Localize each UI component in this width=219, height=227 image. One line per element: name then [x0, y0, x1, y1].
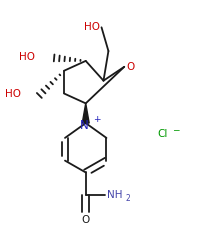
- Polygon shape: [82, 104, 89, 123]
- Text: N: N: [80, 118, 89, 131]
- Text: Cl: Cl: [158, 128, 168, 138]
- Text: HO: HO: [83, 22, 100, 32]
- Text: HO: HO: [5, 89, 21, 99]
- Text: +: +: [93, 114, 100, 123]
- Text: HO: HO: [19, 52, 35, 62]
- Text: NH: NH: [108, 189, 123, 199]
- Text: 2: 2: [125, 193, 130, 202]
- Text: O: O: [82, 214, 90, 224]
- Text: −: −: [172, 125, 179, 134]
- Text: O: O: [126, 62, 134, 72]
